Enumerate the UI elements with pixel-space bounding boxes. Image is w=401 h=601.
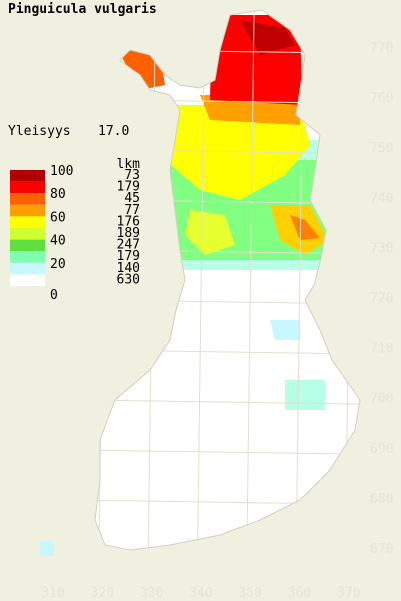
- northing-label: 750: [370, 141, 393, 156]
- grid-line: [344, 10, 354, 550]
- legend-swatch: [10, 274, 45, 286]
- easting-label: 370: [337, 586, 360, 601]
- legend-count: 176: [117, 214, 140, 229]
- legend-swatch: [10, 193, 45, 205]
- border: [94, 9, 361, 551]
- northing-label: 670: [370, 542, 393, 557]
- legend-swatch: [10, 251, 45, 263]
- frequency-label: Yleisyys: [8, 124, 71, 139]
- patch-cyan: [270, 320, 300, 340]
- northing-label: 680: [370, 492, 393, 507]
- legend-count: 140: [117, 261, 140, 276]
- zone-orange-dark: [290, 215, 320, 240]
- legend-count: 189: [117, 226, 140, 241]
- legend-count: 45: [124, 191, 140, 206]
- legend-level: 80: [50, 187, 66, 202]
- legend-count: 179: [117, 180, 140, 195]
- grid-line: [245, 10, 255, 550]
- legend-level: 40: [50, 234, 66, 249]
- easting-label: 340: [189, 586, 212, 601]
- legend-level: 20: [50, 257, 66, 272]
- legend-swatch: [10, 262, 45, 275]
- legend-count: 77: [124, 203, 140, 218]
- grid-line: [95, 47, 360, 55]
- legend-level: 0: [50, 288, 58, 303]
- legend-count: 179: [117, 249, 140, 264]
- grid-line: [95, 448, 360, 456]
- legend-swatch: [10, 228, 45, 240]
- easting-label: 320: [91, 586, 114, 601]
- easting-label: 360: [288, 586, 311, 601]
- easting-label: 330: [140, 586, 163, 601]
- zone-west-arm: [115, 45, 165, 90]
- frequency-value: 17.0: [98, 124, 129, 139]
- legend-count: 73: [124, 168, 140, 183]
- northing-label: 730: [370, 241, 393, 256]
- grid-line: [196, 10, 206, 550]
- easting-label: 310: [41, 586, 64, 601]
- zone-yellow: [165, 105, 310, 200]
- title: Pinguicula vulgaris: [8, 2, 157, 17]
- northing-label: 710: [370, 342, 393, 357]
- northing-label: 760: [370, 91, 393, 106]
- patch-island: [40, 542, 54, 556]
- legend-swatch: [10, 216, 45, 228]
- northing-label: 740: [370, 191, 393, 206]
- legend-count: 630: [117, 272, 140, 287]
- legend-swatch: [10, 204, 45, 217]
- legend-level: 100: [50, 164, 73, 179]
- legend-swatch: [10, 170, 45, 182]
- grid-line: [95, 398, 360, 406]
- easting-label: 350: [238, 586, 261, 601]
- northing-label: 700: [370, 392, 393, 407]
- legend-level: 60: [50, 210, 66, 225]
- patch-aqua: [285, 380, 325, 410]
- legend-count: 247: [117, 238, 140, 253]
- count-header: lkm: [117, 157, 141, 172]
- zone-yellowgreen: [185, 210, 235, 255]
- northing-label: 770: [370, 41, 393, 56]
- legend-swatch: [10, 181, 45, 194]
- northing-label: 690: [370, 442, 393, 457]
- northing-label: 720: [370, 292, 393, 307]
- grid-line: [95, 548, 360, 550]
- legend-swatch: [10, 239, 45, 252]
